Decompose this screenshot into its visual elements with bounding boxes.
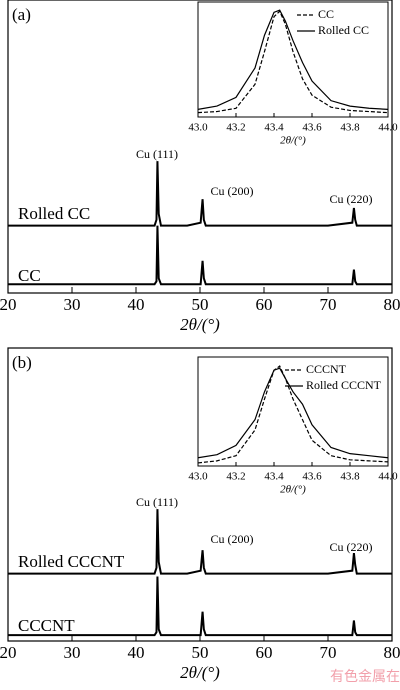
panel-label: (b) — [12, 353, 32, 372]
series-line — [8, 161, 392, 227]
inset-x-axis-label: 2θ/(°) — [280, 135, 306, 147]
watermark: 有色金属在线 — [330, 668, 400, 685]
x-tick-label: 80 — [384, 643, 400, 662]
x-tick-label: 40 — [128, 643, 145, 662]
x-tick-label: 70 — [320, 295, 337, 314]
curve-label: Rolled CC — [18, 204, 90, 223]
x-tick-label: 40 — [128, 295, 145, 314]
series-line — [8, 576, 392, 637]
legend-label: Rolled CC — [318, 23, 369, 37]
inset-x-tick-label: 43.0 — [188, 471, 208, 483]
inset-x-axis-label: 2θ/(°) — [280, 484, 306, 496]
x-tick-label: 20 — [0, 643, 17, 662]
curve-label: CCCNT — [18, 616, 75, 635]
x-axis-label: 2θ/(°) — [180, 663, 220, 682]
peak-label: Cu (220) — [330, 192, 373, 206]
inset-x-tick-label: 43.4 — [264, 471, 284, 483]
peak-label: Cu (111) — [136, 147, 178, 161]
x-tick-label: 50 — [192, 295, 209, 314]
inset-frame — [197, 1, 389, 118]
curve-label: CC — [18, 266, 41, 285]
x-tick-label: 60 — [256, 643, 273, 662]
legend-label: CCCNT — [306, 362, 347, 376]
inset-x-tick-label: 43.2 — [226, 122, 245, 134]
inset-x-tick-label: 43.8 — [340, 471, 360, 483]
series-line — [197, 365, 389, 464]
legend-label: Rolled CCCNT — [306, 378, 382, 392]
series-line — [8, 225, 392, 286]
x-tick-label: 70 — [320, 643, 337, 662]
inset-x-tick-label: 43.2 — [226, 471, 245, 483]
inset-x-tick-label: 43.0 — [188, 122, 208, 134]
x-tick-label: 20 — [0, 295, 17, 314]
curve-label: Rolled CCCNT — [18, 552, 125, 571]
series-line — [8, 509, 392, 575]
inset-x-tick-label: 43.4 — [264, 122, 284, 134]
inset-x-tick-label: 44.0 — [378, 122, 398, 134]
inset-x-tick-label: 43.8 — [340, 122, 360, 134]
series-line — [197, 367, 389, 459]
series-line — [197, 9, 389, 110]
peak-label: Cu (200) — [211, 532, 254, 546]
peak-label: Cu (111) — [136, 495, 178, 509]
inset-x-tick-label: 44.0 — [378, 471, 398, 483]
x-tick-label: 30 — [64, 295, 81, 314]
peak-label: Cu (220) — [330, 540, 373, 554]
x-axis-label: 2θ/(°) — [180, 315, 220, 334]
legend-label: CC — [318, 7, 334, 21]
x-tick-label: 50 — [192, 643, 209, 662]
inset-x-tick-label: 43.6 — [302, 122, 322, 134]
inset-x-tick-label: 43.6 — [302, 471, 322, 483]
panel-label: (a) — [12, 5, 31, 24]
x-tick-label: 30 — [64, 643, 81, 662]
peak-label: Cu (200) — [211, 184, 254, 198]
x-tick-label: 60 — [256, 295, 273, 314]
x-tick-label: 80 — [384, 295, 400, 314]
series-line — [197, 10, 389, 114]
